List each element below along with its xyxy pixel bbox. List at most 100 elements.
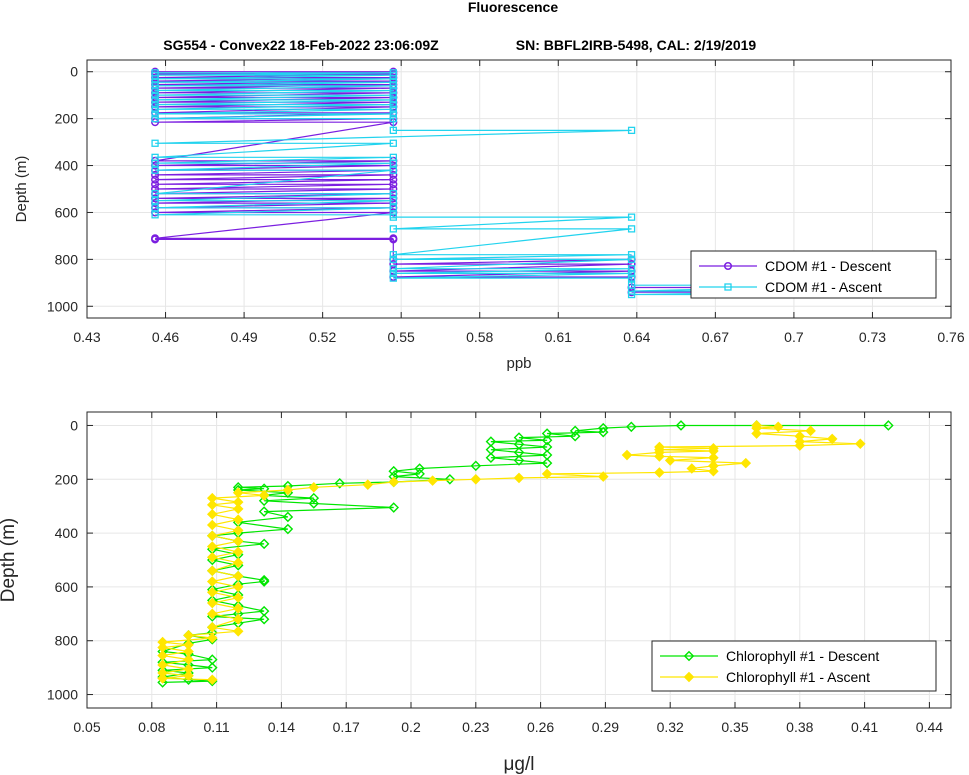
data-point bbox=[151, 105, 159, 113]
data-point bbox=[675, 420, 687, 431]
legend-entry-label: CDOM #1 - Ascent bbox=[765, 279, 882, 295]
data-point bbox=[232, 613, 244, 625]
data-point bbox=[708, 460, 719, 472]
data-point bbox=[151, 235, 160, 244]
x-tick-label: 0.76 bbox=[937, 329, 964, 345]
data-point bbox=[151, 69, 159, 77]
data-point bbox=[362, 479, 374, 490]
data-point bbox=[151, 175, 160, 184]
y-tick-label: 800 bbox=[55, 251, 79, 267]
data-point bbox=[389, 211, 397, 219]
x-tick-label: 0.49 bbox=[230, 329, 257, 345]
data-point bbox=[157, 667, 168, 679]
y-tick-label: 200 bbox=[55, 111, 79, 127]
data-point bbox=[627, 265, 636, 273]
legend: CDOM #1 - Descent CDOM #1 - Ascent bbox=[690, 250, 937, 299]
data-point bbox=[389, 126, 397, 135]
x-tick-label: 0.52 bbox=[309, 329, 336, 345]
legend-box bbox=[690, 250, 937, 299]
data-point bbox=[389, 86, 397, 95]
x-tick-label: 0.26 bbox=[527, 719, 554, 735]
data-point bbox=[541, 434, 553, 446]
data-point bbox=[597, 422, 609, 434]
data-point bbox=[157, 642, 168, 653]
data-point bbox=[513, 432, 525, 443]
data-point bbox=[157, 650, 168, 661]
x-tick-label: 0.05 bbox=[73, 719, 100, 735]
x-tick-label: 0.2 bbox=[401, 719, 421, 735]
data-point bbox=[654, 441, 665, 453]
data-point bbox=[883, 420, 894, 431]
x-tick-label: 0.43 bbox=[73, 329, 100, 345]
axes-box bbox=[86, 411, 952, 709]
x-tick-label: 0.73 bbox=[859, 329, 886, 345]
legend-marker bbox=[724, 283, 732, 291]
data-point bbox=[389, 255, 397, 264]
data-point bbox=[388, 476, 400, 488]
x-tick-label: 0.44 bbox=[916, 719, 943, 735]
data-point bbox=[151, 96, 159, 104]
data-point bbox=[183, 663, 194, 675]
legend-marker bbox=[723, 261, 733, 271]
data-point bbox=[389, 114, 397, 123]
figure-subtitle-left: SG554 - Convex22 18-Feb-2022 23:06:09Z bbox=[163, 37, 439, 53]
data-point bbox=[541, 428, 553, 439]
data-point bbox=[427, 475, 438, 486]
x-axis-label: ppb bbox=[506, 355, 531, 372]
data-point bbox=[308, 498, 320, 509]
data-point bbox=[389, 274, 397, 282]
data-point bbox=[206, 492, 218, 504]
y-tick-label: 1000 bbox=[47, 687, 78, 703]
legend: Chlorophyll #1 - Descent Chlorophyll #1 -… bbox=[651, 640, 937, 692]
data-point bbox=[389, 204, 397, 212]
data-point bbox=[389, 153, 397, 161]
data-point bbox=[151, 100, 159, 109]
legend-marker bbox=[683, 671, 695, 683]
x-tick-label: 0.23 bbox=[462, 719, 489, 735]
legend-entry-label: Chlorophyll #1 - Descent bbox=[726, 648, 879, 664]
data-point bbox=[805, 425, 816, 437]
data-point bbox=[627, 225, 636, 233]
data-point bbox=[206, 541, 218, 552]
data-point bbox=[151, 166, 159, 174]
data-point bbox=[206, 662, 218, 673]
data-point bbox=[513, 472, 525, 484]
data-point bbox=[151, 204, 159, 212]
data-point bbox=[389, 265, 397, 273]
data-point bbox=[626, 421, 637, 433]
data-point bbox=[664, 455, 676, 466]
data-point bbox=[206, 530, 218, 542]
data-point bbox=[151, 110, 159, 118]
data-point bbox=[258, 613, 270, 625]
y-tick-label: 600 bbox=[55, 204, 79, 220]
data-point bbox=[627, 213, 636, 221]
data-point bbox=[151, 91, 159, 99]
data-point bbox=[151, 153, 159, 161]
data-point bbox=[389, 105, 397, 113]
data-point bbox=[232, 514, 244, 525]
y-tick-label: 400 bbox=[55, 525, 79, 541]
data-point bbox=[389, 225, 397, 233]
data-point bbox=[388, 465, 400, 477]
data-point bbox=[794, 436, 806, 447]
data-point bbox=[389, 170, 398, 179]
data-point bbox=[232, 557, 244, 568]
data-point bbox=[232, 503, 244, 515]
data-point bbox=[389, 175, 398, 184]
data-point bbox=[183, 646, 194, 657]
x-axis-label: μg/l bbox=[503, 754, 534, 775]
legend-box bbox=[651, 640, 937, 692]
data-point bbox=[206, 632, 218, 644]
data-point bbox=[232, 546, 244, 558]
data-point bbox=[389, 190, 397, 198]
data-point bbox=[597, 471, 609, 482]
data-point bbox=[232, 581, 244, 593]
x-tick-label: 0.17 bbox=[333, 719, 360, 735]
data-point bbox=[389, 180, 398, 189]
data-point bbox=[206, 508, 218, 520]
data-point bbox=[627, 274, 636, 282]
data-point bbox=[206, 608, 218, 620]
y-tick-label: 600 bbox=[55, 579, 79, 595]
data-point bbox=[206, 552, 218, 563]
